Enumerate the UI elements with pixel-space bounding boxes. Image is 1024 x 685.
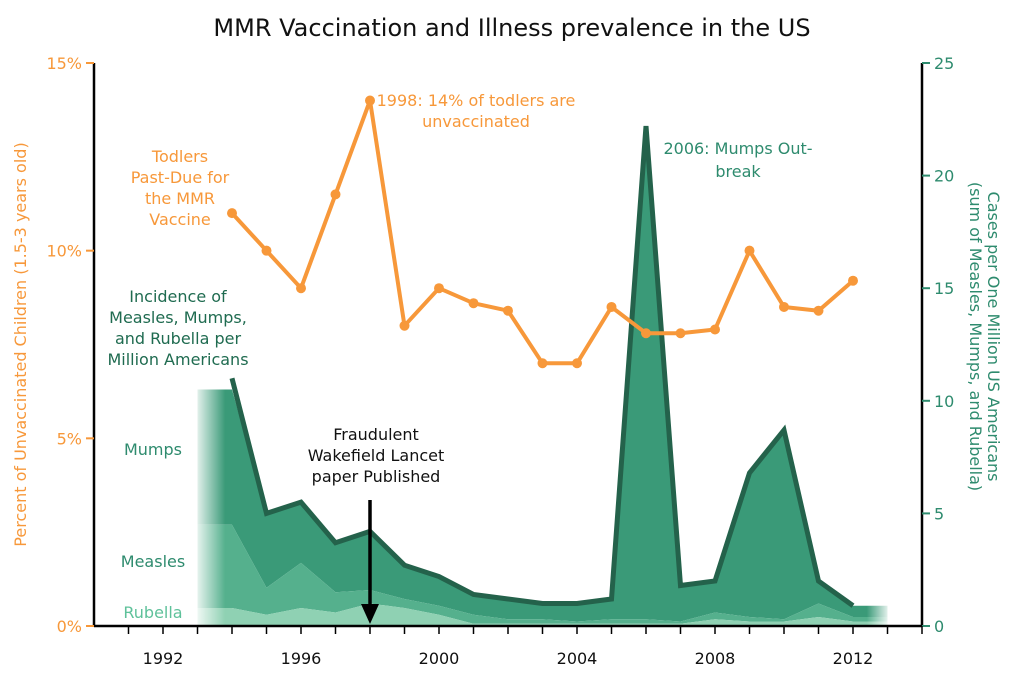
label-rubella: Rubella (123, 603, 182, 622)
annotation-line-label-line: Past-Due for (131, 168, 230, 187)
label-rubella-line: Rubella (123, 603, 182, 622)
annotation-wakefield-line: paper Published (312, 467, 441, 486)
annotation-mumps-2006: 2006: Mumps Out-break (663, 139, 812, 181)
unvaccinated-point (296, 283, 306, 294)
annotation-peak-1998-line: unvaccinated (422, 112, 530, 131)
label-measles-line: Measles (121, 552, 185, 571)
annotation-line-label-line: the MMR (145, 189, 215, 208)
x-tick-label: 1992 (143, 649, 184, 668)
area-fade-left (197, 63, 226, 626)
x-tick-label: 2004 (557, 649, 598, 668)
left-tick-label: 10% (46, 242, 82, 261)
annotation-mumps-2006-line: 2006: Mumps Out- (663, 139, 812, 158)
x-tick-label: 2000 (419, 649, 460, 668)
unvaccinated-point (365, 95, 375, 106)
annotation-incidence-line: Measles, Mumps, (109, 308, 247, 327)
x-tick-label: 2008 (695, 649, 736, 668)
annotation-mumps-2006-line: break (715, 162, 761, 181)
right-tick-label: 5 (934, 504, 944, 523)
right-tick-label: 10 (934, 392, 954, 411)
right-axis-title-line2: (sum of Measles, Mumps, and Rubella) (966, 182, 985, 491)
x-tick-label: 2012 (833, 649, 874, 668)
unvaccinated-point (399, 320, 410, 331)
unvaccinated-point (813, 305, 824, 316)
annotation-wakefield-line: Wakefield Lancet (308, 446, 445, 465)
left-axis-title: Percent of Unvaccinated Children (1.5-3 … (11, 142, 30, 546)
unvaccinated-point (261, 245, 272, 256)
unvaccinated-point (537, 358, 548, 369)
annotation-incidence-line: and Rubella per (115, 329, 242, 348)
unvaccinated-point (779, 301, 789, 312)
unvaccinated-point (675, 328, 686, 339)
wakefield-arrow-head (361, 604, 379, 624)
unvaccinated-point (503, 305, 513, 316)
annotation-line-label: Todlers Past-Due for the MMR Vaccine (131, 147, 230, 229)
unvaccinated-point (468, 298, 479, 309)
annotation-line-label-line: Vaccine (149, 210, 211, 229)
x-tick-label: 1996 (281, 649, 322, 668)
label-mumps: Mumps (124, 440, 182, 459)
unvaccinated-point (330, 189, 341, 200)
label-measles: Measles (121, 552, 185, 571)
area-fade-right (866, 63, 888, 626)
unvaccinated-point (848, 275, 858, 286)
annotation-wakefield: Fraudulent Wakefield Lancet paper Publishe… (308, 425, 445, 486)
annotation-wakefield-line: Fraudulent (333, 425, 419, 444)
unvaccinated-point (434, 283, 444, 294)
right-axis-title-line1: Cases per One Million US Americans (984, 192, 1003, 482)
total-incidence-line (229, 125, 855, 608)
right-tick-label: 15 (934, 279, 954, 298)
annotation-line-label-line: Todlers (151, 147, 208, 166)
label-mumps-line: Mumps (124, 440, 182, 459)
left-tick-label: 5% (57, 429, 82, 448)
unvaccinated-point (641, 328, 651, 339)
left-tick-label: 0% (57, 617, 82, 636)
annotation-incidence: Incidence of Measles, Mumps, and Rubella p… (107, 287, 248, 369)
unvaccinated-point (606, 301, 617, 312)
right-tick-label: 25 (934, 54, 954, 73)
annotation-peak-1998: 1998: 14% of todlers are unvaccinated (377, 91, 576, 131)
unvaccinated-point (744, 245, 755, 256)
unvaccinated-point (227, 208, 237, 219)
right-tick-label: 20 (934, 167, 954, 186)
annotation-incidence-line: Incidence of (129, 287, 227, 306)
unvaccinated-point (572, 358, 582, 369)
annotation-peak-1998-line: 1998: 14% of todlers are (377, 91, 576, 110)
unvaccinated-point (710, 324, 720, 335)
left-tick-label: 15% (46, 54, 82, 73)
chart-title: MMR Vaccination and Illness prevalence i… (213, 14, 811, 42)
annotation-incidence-line: Million Americans (107, 350, 248, 369)
area-mumps (197, 126, 888, 622)
right-tick-label: 0 (934, 617, 944, 636)
